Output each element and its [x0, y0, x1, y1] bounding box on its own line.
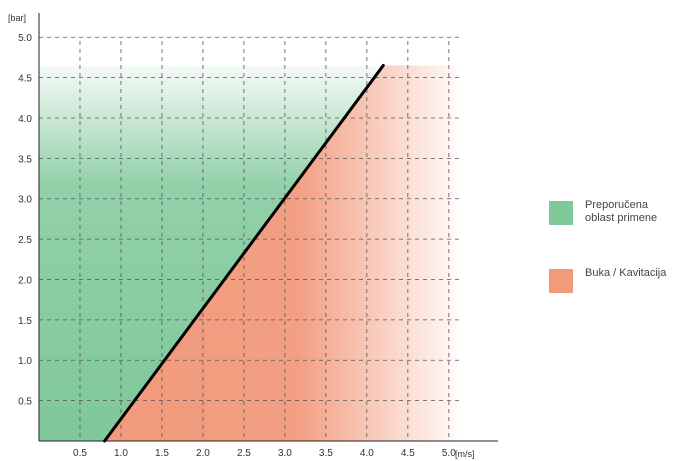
- legend-label-line: Buka / Kavitacija: [585, 267, 667, 279]
- region-recommended: [39, 65, 384, 441]
- y-tick-label: 0.5: [18, 397, 32, 408]
- y-axis-label: [bar]: [8, 13, 26, 23]
- y-tick-label: 4.5: [18, 74, 32, 85]
- x-tick-label: 3.0: [278, 448, 292, 459]
- y-tick-label: 1.5: [18, 316, 32, 327]
- region-noise-cavitation: [104, 65, 458, 441]
- x-tick-label: 0.5: [73, 448, 87, 459]
- x-tick-label: 4.0: [360, 448, 374, 459]
- x-tick-label: 4.5: [401, 448, 415, 459]
- legend-label-recommended: Preporučena oblast primene: [585, 199, 681, 225]
- x-tick-label: 2.0: [196, 448, 210, 459]
- y-tick-label: 4.0: [18, 114, 32, 125]
- legend-label-line: oblast primene: [585, 212, 658, 224]
- x-tick-label: 3.5: [319, 448, 333, 459]
- legend-item-recommended: Preporučena oblast primene: [549, 196, 681, 225]
- y-tick-label: 5.0: [18, 33, 32, 44]
- y-tick-label: 1.0: [18, 356, 32, 367]
- legend-item-noise: Buka / Kavitacija: [549, 264, 681, 293]
- y-tick-label: 2.0: [18, 275, 32, 286]
- x-tick-label: 1.5: [155, 448, 169, 459]
- x-tick-label: 2.5: [237, 448, 251, 459]
- x-tick-label: 1.0: [114, 448, 128, 459]
- legend: Preporučena oblast primene Buka / Kavita…: [549, 196, 681, 293]
- boundary-line: [103, 63, 385, 443]
- legend-swatch-green: [549, 201, 573, 225]
- x-tick-label: 5.0: [442, 448, 456, 459]
- x-axis-label: [m/s]: [455, 449, 475, 459]
- legend-label-noise: Buka / Kavitacija: [585, 267, 681, 280]
- y-tick-label: 3.5: [18, 154, 32, 165]
- y-tick-label: 2.5: [18, 235, 32, 246]
- legend-label-line: Preporučena: [585, 199, 648, 211]
- legend-swatch-red: [549, 269, 573, 293]
- y-tick-label: 3.0: [18, 195, 32, 206]
